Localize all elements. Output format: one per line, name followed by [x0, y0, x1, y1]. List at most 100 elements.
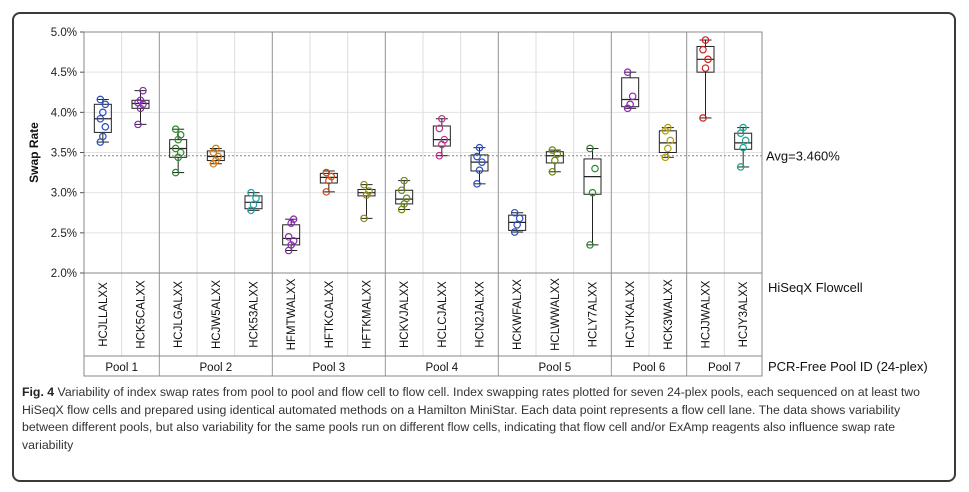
data-point	[101, 122, 110, 131]
y-tick-label: 4.5%	[51, 67, 77, 79]
data-point	[513, 221, 521, 229]
data-point	[548, 146, 557, 154]
data-point	[628, 92, 637, 101]
flowcell-label: HCJYKALXX	[625, 281, 637, 348]
data-point	[247, 188, 255, 197]
flowcell-label: HCJLGALXX	[173, 281, 185, 348]
data-point	[623, 104, 632, 113]
boxplot-HCLY7ALXX	[583, 144, 602, 249]
data-point	[741, 136, 750, 145]
data-point	[586, 144, 594, 153]
boxplot-HCJYKALXX	[621, 68, 640, 113]
y-tick-label: 4.0%	[51, 107, 77, 119]
data-point	[473, 180, 481, 188]
flowcell-label: HCKWFALXX	[512, 279, 524, 350]
box	[621, 77, 640, 108]
box	[282, 224, 301, 246]
data-point	[548, 167, 557, 176]
data-point	[440, 135, 449, 144]
boxplot-HCJJWALXX	[696, 36, 715, 122]
data-point	[626, 100, 634, 109]
data-point	[99, 108, 107, 117]
flowcell-label: HCJLLALXX	[98, 282, 110, 347]
pool-label: Pool 1	[105, 362, 138, 374]
y-tick-label: 3.0%	[51, 188, 77, 200]
boxplot-HCK3WALXX	[658, 123, 677, 162]
y-tick-label: 5.0%	[51, 27, 77, 39]
flowcell-label: HCK3WALXX	[663, 279, 675, 350]
boxplot-HCJW5ALXX	[206, 144, 225, 168]
pool-label: Pool 4	[426, 362, 459, 374]
data-point	[736, 163, 745, 171]
data-point	[209, 148, 218, 157]
flowcell-label: HCJW5ALXX	[211, 280, 223, 349]
boxplot-HCK5CALXX	[131, 86, 150, 129]
data-point	[510, 208, 519, 217]
boxplot-HFTKCALXX	[319, 168, 338, 196]
pool-label: Pool 3	[313, 362, 346, 374]
boxplot-HCJY3ALXX	[734, 123, 753, 171]
boxplot-HCKVJALXX	[395, 176, 414, 214]
data-point	[704, 55, 712, 64]
y-tick-label: 2.0%	[51, 268, 77, 280]
pool-label: Pool 6	[633, 362, 666, 374]
data-point	[402, 194, 411, 203]
figure-caption: Fig. 4 Variability of index swap rates f…	[22, 384, 942, 454]
data-point	[96, 95, 105, 104]
data-point	[101, 100, 110, 109]
boxplot-HCJLGALXX	[169, 125, 188, 177]
data-point	[664, 123, 672, 132]
pool-label: Pool 7	[708, 362, 741, 374]
data-point	[287, 219, 295, 227]
data-point	[139, 100, 147, 109]
data-point	[699, 114, 707, 122]
data-point	[701, 64, 710, 72]
data-point	[435, 124, 444, 133]
data-point	[586, 241, 594, 249]
data-point	[400, 176, 408, 185]
caption-text: Variability of index swap rates from poo…	[22, 385, 920, 452]
data-point	[176, 148, 185, 157]
flowcell-axis-label: HiSeqX Flowcell	[768, 280, 863, 295]
data-point	[666, 136, 675, 145]
data-point	[588, 188, 597, 197]
boxplot-HCKWFALXX	[508, 208, 527, 236]
boxplot-HCLWWALXX	[545, 146, 564, 176]
data-point	[473, 152, 481, 161]
data-point	[171, 125, 180, 134]
average-label: Avg=3.460%	[766, 149, 840, 164]
data-point	[365, 187, 373, 195]
data-point	[551, 156, 559, 165]
data-point	[322, 168, 331, 177]
boxplot-HFMTWALXX	[282, 215, 301, 255]
flowcell-label: HFTKMALXX	[362, 280, 374, 349]
data-point	[475, 166, 484, 174]
swap-rate-chart: 2.0% 2.5% 3.0% 3.5% 4.0% 4.5% 5.0% Swap Rate Avg…	[27, 27, 928, 377]
data-point	[284, 233, 293, 241]
boxplot-HFTKMALXX	[357, 180, 376, 223]
data-point	[134, 120, 142, 129]
data-point	[96, 114, 105, 123]
box	[734, 132, 753, 150]
data-point	[212, 156, 220, 165]
data-point	[327, 172, 336, 181]
flowcell-label: HCLCJALXX	[437, 281, 449, 348]
data-point	[360, 180, 368, 189]
data-point	[214, 152, 223, 161]
boxplot-HCJLLALXX	[93, 95, 112, 146]
data-point	[139, 86, 147, 95]
pool-label: Pool 5	[539, 362, 572, 374]
flowcell-label: HFMTWALXX	[286, 278, 298, 350]
data-point	[252, 194, 260, 203]
flowcell-label: HCKVJALXX	[399, 281, 411, 348]
data-point	[99, 132, 107, 141]
data-point	[591, 164, 599, 173]
data-point	[701, 36, 710, 44]
flowcell-label: HCJY3ALXX	[738, 281, 750, 347]
flowcell-label: HCJJWALXX	[701, 280, 713, 348]
data-point	[176, 131, 185, 139]
data-point	[212, 144, 220, 153]
data-point	[435, 151, 444, 160]
data-point	[325, 176, 333, 185]
pool-axis-label: PCR-Free Pool ID (24-plex)	[768, 359, 928, 374]
